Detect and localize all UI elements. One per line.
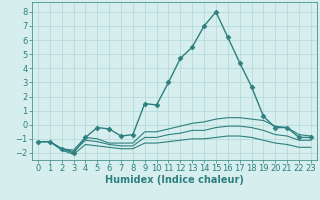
X-axis label: Humidex (Indice chaleur): Humidex (Indice chaleur)	[105, 175, 244, 185]
